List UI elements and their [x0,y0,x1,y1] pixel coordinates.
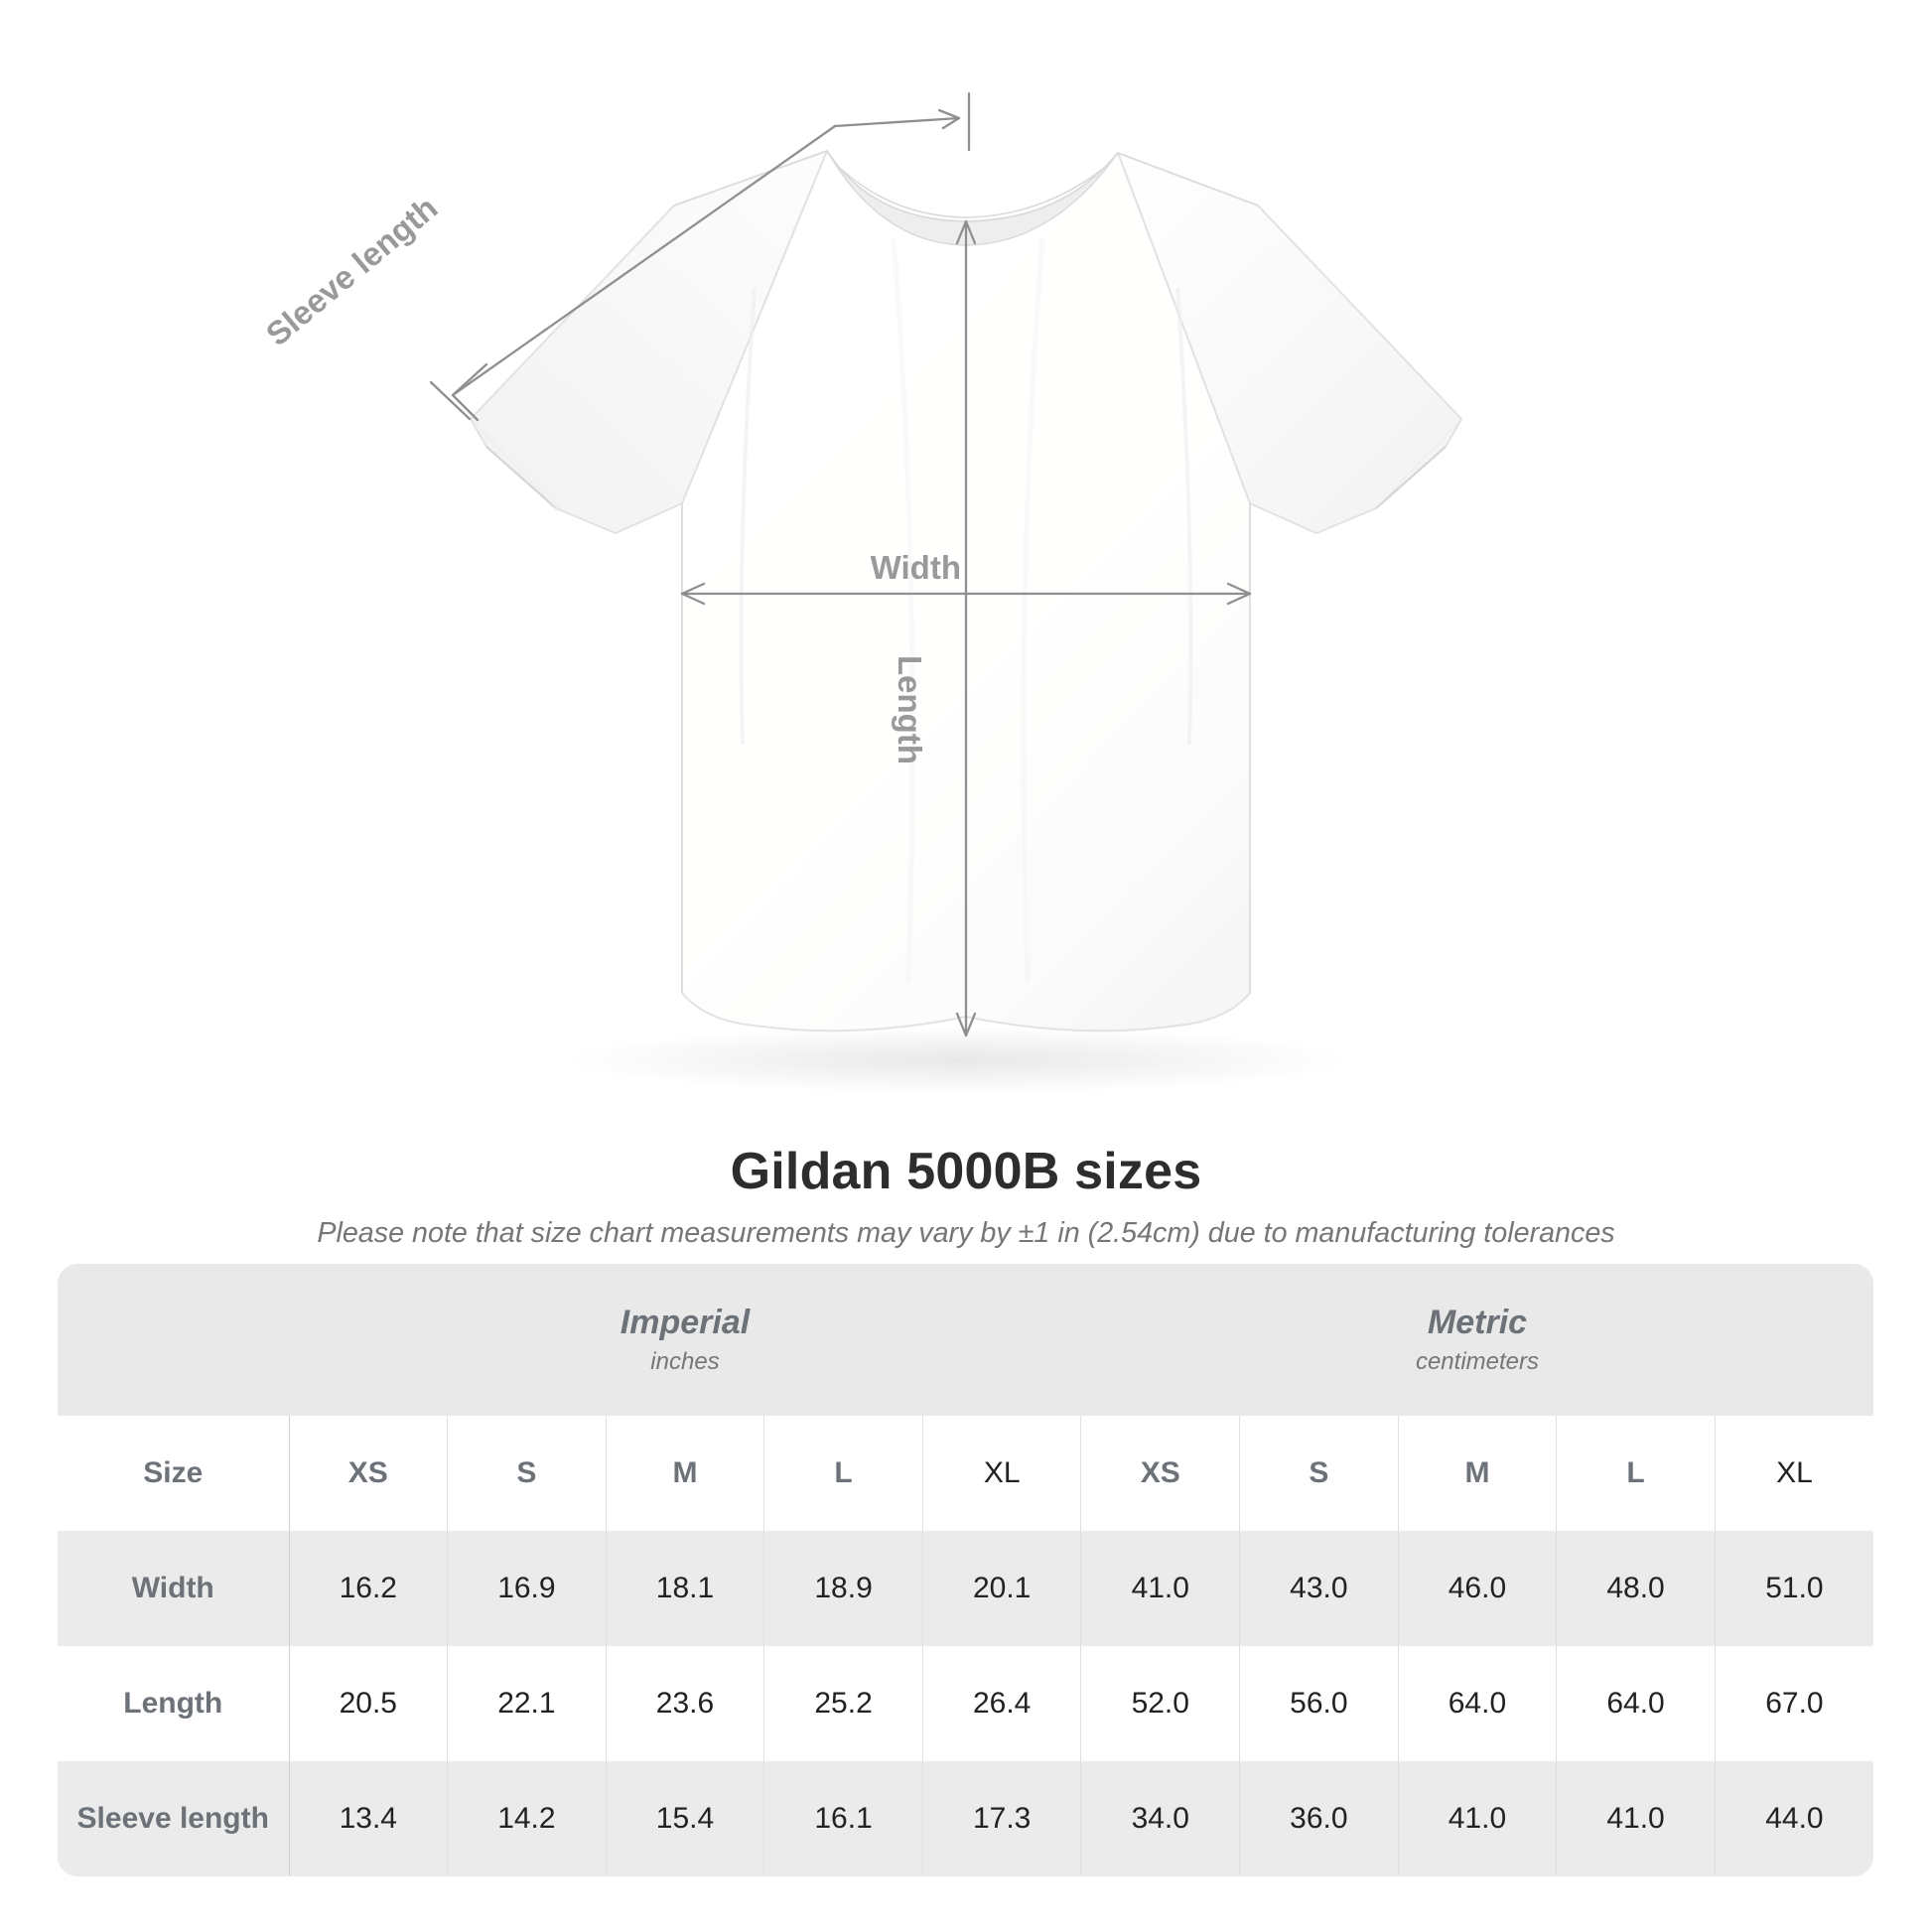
svg-text:Width: Width [871,549,961,586]
svg-text:Sleeve length: Sleeve length [259,189,445,352]
svg-text:Length: Length [892,655,928,764]
